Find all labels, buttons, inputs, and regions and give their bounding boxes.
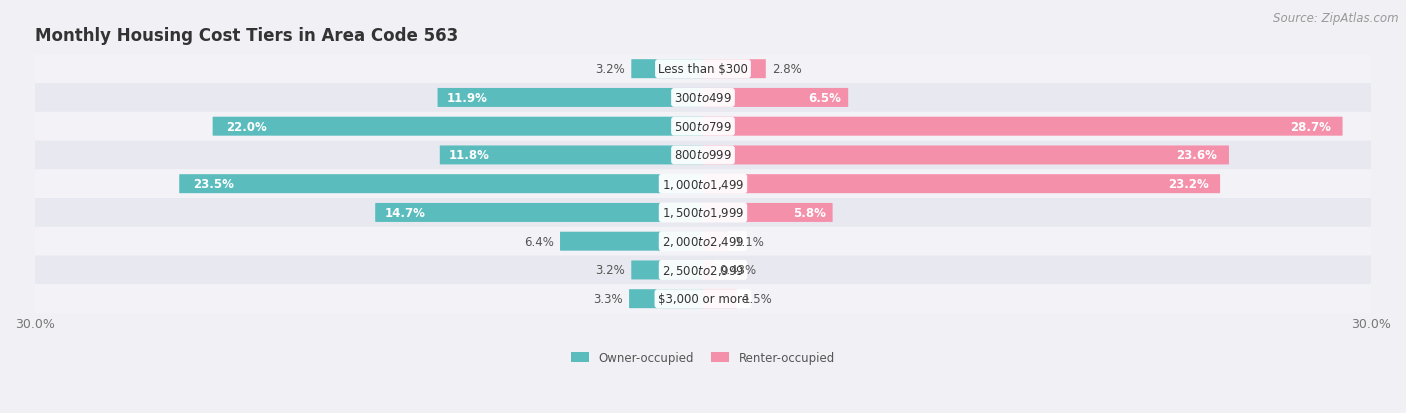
Text: 11.9%: 11.9% [447, 92, 488, 104]
FancyBboxPatch shape [212, 117, 703, 136]
Text: $1,000 to $1,499: $1,000 to $1,499 [662, 177, 744, 191]
Text: 11.8%: 11.8% [449, 149, 491, 162]
FancyBboxPatch shape [703, 175, 1220, 194]
Text: 28.7%: 28.7% [1291, 121, 1331, 133]
FancyBboxPatch shape [35, 199, 1371, 227]
Text: 3.2%: 3.2% [595, 63, 626, 76]
Text: $500 to $799: $500 to $799 [673, 121, 733, 133]
Text: 6.4%: 6.4% [524, 235, 554, 248]
Text: 23.5%: 23.5% [193, 178, 233, 191]
Text: 2.8%: 2.8% [772, 63, 801, 76]
FancyBboxPatch shape [703, 89, 848, 108]
Text: 3.2%: 3.2% [595, 264, 626, 277]
Text: 1.5%: 1.5% [744, 292, 773, 306]
Text: $2,500 to $2,999: $2,500 to $2,999 [662, 263, 744, 277]
Text: Source: ZipAtlas.com: Source: ZipAtlas.com [1274, 12, 1399, 25]
FancyBboxPatch shape [35, 84, 1371, 112]
FancyBboxPatch shape [703, 204, 832, 222]
Text: 0.43%: 0.43% [720, 264, 756, 277]
Text: 3.3%: 3.3% [593, 292, 623, 306]
FancyBboxPatch shape [179, 175, 703, 194]
Text: $2,000 to $2,499: $2,000 to $2,499 [662, 235, 744, 249]
FancyBboxPatch shape [437, 89, 703, 108]
FancyBboxPatch shape [35, 112, 1371, 141]
FancyBboxPatch shape [703, 60, 766, 79]
Text: $1,500 to $1,999: $1,500 to $1,999 [662, 206, 744, 220]
FancyBboxPatch shape [35, 285, 1371, 313]
FancyBboxPatch shape [703, 290, 737, 309]
FancyBboxPatch shape [35, 170, 1371, 199]
FancyBboxPatch shape [631, 60, 703, 79]
Text: 5.8%: 5.8% [793, 206, 825, 219]
FancyBboxPatch shape [703, 117, 1343, 136]
FancyBboxPatch shape [375, 204, 703, 222]
Text: 1.1%: 1.1% [734, 235, 763, 248]
FancyBboxPatch shape [703, 146, 1229, 165]
Legend: Owner-occupied, Renter-occupied: Owner-occupied, Renter-occupied [571, 351, 835, 364]
Text: 22.0%: 22.0% [226, 121, 267, 133]
FancyBboxPatch shape [560, 232, 703, 251]
FancyBboxPatch shape [703, 232, 728, 251]
Text: 6.5%: 6.5% [808, 92, 841, 104]
FancyBboxPatch shape [628, 290, 703, 309]
FancyBboxPatch shape [703, 261, 713, 280]
FancyBboxPatch shape [35, 141, 1371, 170]
FancyBboxPatch shape [631, 261, 703, 280]
Text: 14.7%: 14.7% [385, 206, 426, 219]
Text: 23.6%: 23.6% [1177, 149, 1218, 162]
Text: $3,000 or more: $3,000 or more [658, 292, 748, 306]
FancyBboxPatch shape [35, 227, 1371, 256]
Text: $300 to $499: $300 to $499 [673, 92, 733, 104]
Text: Less than $300: Less than $300 [658, 63, 748, 76]
Text: 23.2%: 23.2% [1168, 178, 1209, 191]
Text: Monthly Housing Cost Tiers in Area Code 563: Monthly Housing Cost Tiers in Area Code … [35, 27, 458, 45]
Text: $800 to $999: $800 to $999 [673, 149, 733, 162]
FancyBboxPatch shape [35, 55, 1371, 84]
FancyBboxPatch shape [35, 256, 1371, 285]
FancyBboxPatch shape [440, 146, 703, 165]
